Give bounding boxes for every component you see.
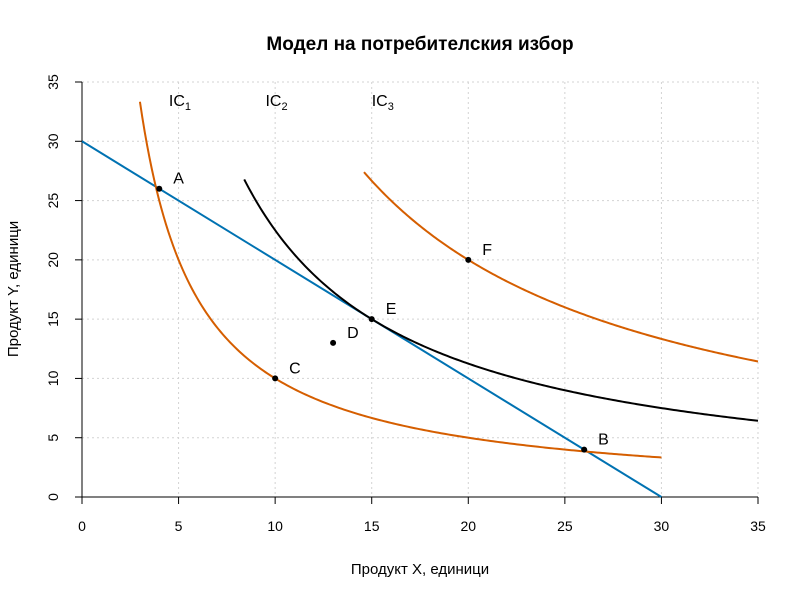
y-tick-label: 35 [45, 74, 61, 90]
y-tick-label: 25 [45, 193, 61, 209]
series-ic2 [243, 178, 759, 422]
curve-label-subscript: 2 [281, 101, 287, 113]
x-tick-label: 0 [78, 518, 86, 534]
points-layer: A B C D E F [156, 171, 609, 453]
point-label-d: D [347, 325, 359, 342]
point-f [465, 256, 472, 263]
y-tick-label: 10 [45, 370, 61, 386]
y-tick-label: 15 [45, 311, 61, 327]
series-ic1 [138, 101, 662, 459]
y-tick-label: 20 [45, 252, 61, 268]
point-label-c: C [289, 360, 301, 377]
x-tick-label: 15 [364, 518, 380, 534]
curve-label-text: IC [265, 93, 281, 110]
x-tick-label: 35 [750, 518, 766, 534]
point-a [156, 185, 163, 192]
curve-label-subscript: 1 [185, 101, 191, 113]
y-axis-label: Продукт Y, единици [5, 221, 22, 357]
point-label-a: A [173, 171, 184, 188]
curve-label-ic2: IC2 [265, 93, 287, 113]
curve-label-subscript: 3 [388, 101, 394, 113]
point-label-f: F [482, 242, 492, 259]
point-b [581, 446, 588, 453]
x-tick-label: 10 [267, 518, 283, 534]
y-tick-label: 5 [45, 434, 61, 442]
curve-label-ic1: IC1 [169, 93, 191, 113]
axes: 0 5 10 15 20 25 30 35 0 5 10 15 20 25 30 35 [45, 74, 766, 534]
curve-label-ic3: IC3 [372, 93, 394, 113]
curve-label-text: IC [169, 93, 185, 110]
point-d [330, 339, 337, 346]
x-tick-label: 20 [460, 518, 476, 534]
curve-labels-layer: IC1 IC2 IC3 [169, 93, 394, 113]
curve-label-text: IC [372, 93, 388, 110]
point-c [272, 375, 279, 382]
y-tick-label: 30 [45, 133, 61, 149]
series-ic3 [363, 171, 759, 363]
point-e [368, 316, 375, 323]
point-label-e: E [386, 301, 397, 318]
point-label-b: B [598, 432, 609, 449]
chart-title: Модел на потребителския избор [266, 34, 573, 55]
x-axis-label: Продукт X, единици [351, 561, 489, 578]
y-tick-label: 0 [45, 493, 61, 501]
x-tick-label: 5 [175, 518, 183, 534]
grid [81, 81, 759, 498]
x-tick-label: 30 [654, 518, 670, 534]
x-tick-label: 25 [557, 518, 573, 534]
